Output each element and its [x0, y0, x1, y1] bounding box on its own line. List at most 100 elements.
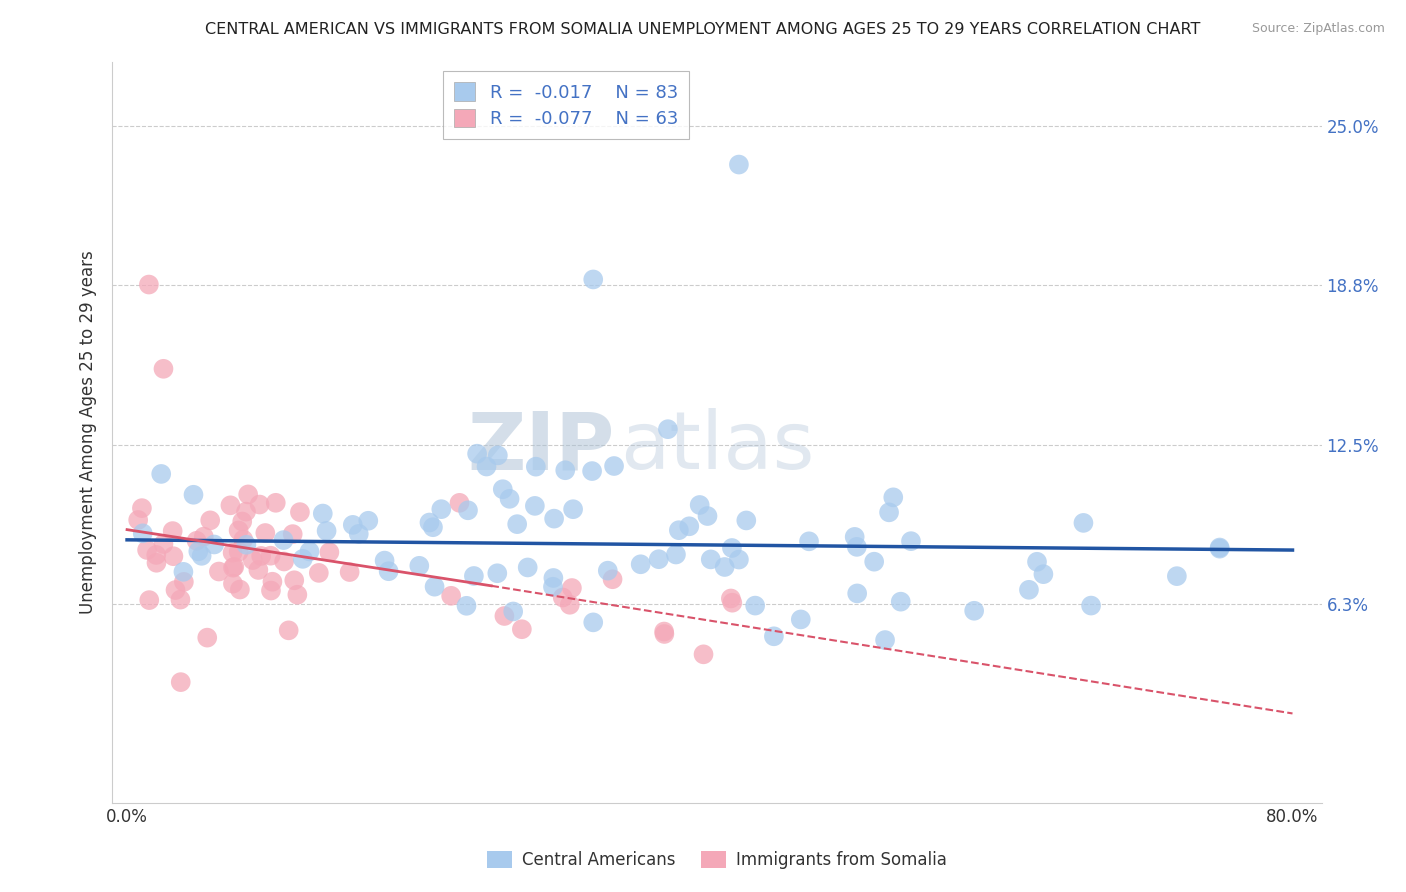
Point	[516, 560, 538, 574]
Point	[145, 556, 167, 570]
Point	[208, 565, 231, 579]
Point	[298, 544, 321, 558]
Point	[657, 422, 679, 436]
Point	[665, 548, 688, 562]
Point	[543, 571, 565, 585]
Point	[152, 361, 174, 376]
Point	[845, 540, 868, 554]
Point	[374, 553, 396, 567]
Text: ZIP: ZIP	[467, 409, 614, 486]
Point	[152, 537, 174, 551]
Point	[654, 627, 676, 641]
Point	[283, 574, 305, 588]
Point	[494, 609, 516, 624]
Point	[696, 509, 718, 524]
Point	[692, 648, 714, 662]
Point	[145, 548, 167, 562]
Point	[195, 631, 218, 645]
Point	[561, 581, 583, 595]
Point	[200, 513, 222, 527]
Point	[418, 516, 440, 530]
Point	[250, 549, 273, 563]
Point	[162, 549, 184, 564]
Point	[277, 624, 299, 638]
Point	[242, 553, 264, 567]
Point	[238, 487, 260, 501]
Point	[551, 591, 574, 605]
Point	[498, 491, 520, 506]
Point	[308, 566, 330, 580]
Point	[506, 517, 529, 532]
Point	[202, 537, 225, 551]
Point	[249, 498, 271, 512]
Point	[440, 589, 463, 603]
Point	[554, 463, 576, 477]
Point	[713, 560, 735, 574]
Text: Source: ZipAtlas.com: Source: ZipAtlas.com	[1251, 22, 1385, 36]
Point	[228, 524, 250, 538]
Point	[377, 564, 399, 578]
Point	[247, 563, 270, 577]
Point	[342, 517, 364, 532]
Point	[582, 615, 605, 630]
Point	[224, 559, 246, 574]
Point	[235, 505, 257, 519]
Point	[138, 277, 160, 292]
Point	[603, 458, 626, 473]
Point	[543, 511, 565, 525]
Point	[1073, 516, 1095, 530]
Point	[273, 554, 295, 568]
Point	[762, 629, 785, 643]
Point	[222, 576, 245, 591]
Point	[735, 513, 758, 527]
Point	[357, 514, 380, 528]
Point	[890, 595, 912, 609]
Point	[1032, 567, 1054, 582]
Point	[262, 574, 284, 589]
Point	[652, 624, 675, 639]
Point	[846, 586, 869, 600]
Point	[744, 599, 766, 613]
Point	[728, 552, 751, 566]
Legend: Central Americans, Immigrants from Somalia: Central Americans, Immigrants from Somal…	[481, 845, 953, 876]
Point	[668, 523, 690, 537]
Point	[285, 588, 308, 602]
Y-axis label: Unemployment Among Ages 25 to 29 years: Unemployment Among Ages 25 to 29 years	[79, 251, 97, 615]
Point	[264, 496, 287, 510]
Point	[235, 538, 257, 552]
Point	[281, 527, 304, 541]
Point	[492, 482, 515, 496]
Text: atlas: atlas	[620, 409, 814, 486]
Point	[630, 558, 652, 572]
Point	[486, 566, 509, 581]
Point	[170, 675, 193, 690]
Point	[169, 592, 191, 607]
Point	[172, 565, 194, 579]
Point	[1026, 555, 1049, 569]
Point	[721, 596, 744, 610]
Point	[720, 591, 742, 606]
Point	[790, 612, 813, 626]
Point	[524, 459, 547, 474]
Point	[1166, 569, 1188, 583]
Point	[596, 564, 619, 578]
Point	[449, 496, 471, 510]
Point	[136, 543, 159, 558]
Point	[150, 467, 173, 481]
Point	[132, 526, 155, 541]
Point	[1018, 582, 1040, 597]
Point	[541, 580, 564, 594]
Point	[221, 546, 243, 560]
Point	[165, 582, 187, 597]
Point	[229, 582, 252, 597]
Point	[463, 569, 485, 583]
Point	[187, 544, 209, 558]
Point	[408, 558, 430, 573]
Point	[963, 604, 986, 618]
Point	[288, 505, 311, 519]
Point	[797, 534, 820, 549]
Point	[648, 552, 671, 566]
Point	[138, 593, 160, 607]
Point	[863, 555, 886, 569]
Point	[422, 520, 444, 534]
